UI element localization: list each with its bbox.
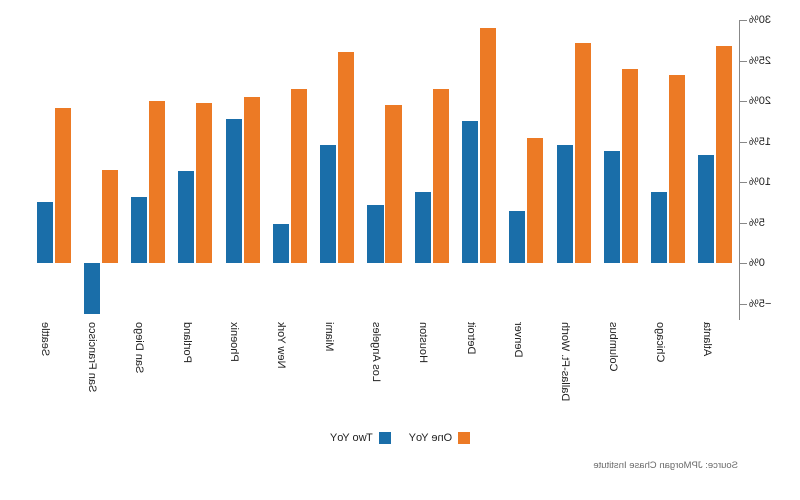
bar-two (698, 155, 714, 264)
legend-label-one: One YoY (409, 432, 452, 444)
bar-two (226, 119, 242, 263)
bar-one (622, 69, 638, 264)
x-label-text: San Diego (133, 322, 148, 373)
x-label-text: San Francisco (86, 322, 101, 392)
bar-group (361, 20, 408, 320)
bar-one (669, 75, 685, 263)
x-label-text: Columbus (607, 322, 622, 372)
bar-two (84, 263, 100, 313)
bar-two (37, 202, 53, 263)
bar-two (557, 145, 573, 263)
y-tick-label: 15% (739, 136, 771, 148)
bar-group (597, 20, 644, 320)
bar-one (480, 28, 496, 263)
y-tick-label: 0% (739, 257, 765, 269)
legend-item-two: Two YoY (330, 432, 391, 444)
bar-one (244, 97, 260, 263)
bar-one (338, 52, 354, 263)
bar-group (125, 20, 172, 320)
legend: One YoY Two YoY (0, 432, 800, 444)
x-label-text: Seattle (39, 322, 54, 356)
bar-one (575, 43, 591, 264)
bar-two (368, 205, 384, 263)
bar-one (196, 103, 212, 264)
x-label-text: Miami (323, 322, 338, 351)
bar-one (716, 46, 732, 263)
bar-one (291, 89, 307, 263)
bar-group (408, 20, 455, 320)
bar-two (462, 121, 478, 264)
bar-group (30, 20, 77, 320)
x-label-text: Los Angeles (370, 322, 385, 382)
bar-two (604, 151, 620, 263)
bar-two (509, 211, 525, 264)
x-label-text: Denver (512, 322, 527, 357)
bar-group (314, 20, 361, 320)
legend-item-one: One YoY (409, 432, 470, 444)
bar-two (651, 192, 667, 263)
chart-area: Growth Rate (percent) −5%0%5%10%15%20%25… (30, 20, 740, 320)
plot-area: −5%0%5%10%15%20%25%30% (30, 20, 740, 320)
bar-one (55, 108, 71, 264)
bar-group (455, 20, 502, 320)
y-tick-label: 25% (739, 55, 771, 67)
bar-group (266, 20, 313, 320)
x-label-text: Detroit (465, 322, 480, 354)
bar-two (131, 197, 147, 263)
bar-one (149, 101, 165, 263)
x-label-text: Houston (417, 322, 432, 363)
x-label-text: Portland (181, 322, 196, 363)
y-tick-label: 10% (739, 176, 771, 188)
x-label-text: Dallas-Ft. Worth (559, 322, 574, 401)
x-label-text: Chicago (654, 322, 669, 362)
y-tick-label: 5% (739, 217, 765, 229)
legend-swatch-one (458, 432, 470, 444)
mirrored-container: Growth Rate (percent) −5%0%5%10%15%20%25… (0, 0, 800, 500)
bar-one (433, 89, 449, 263)
bar-groups (30, 20, 739, 320)
bar-two (273, 224, 289, 263)
bar-two (178, 171, 194, 263)
bar-group (219, 20, 266, 320)
legend-swatch-two (379, 432, 391, 444)
y-tick-label: 30% (739, 14, 771, 26)
bar-one (385, 105, 401, 263)
legend-label-two: Two YoY (330, 432, 373, 444)
bar-group (172, 20, 219, 320)
x-label-text: Atlanta (701, 322, 716, 356)
source-text: Source: JPMorgan Chase Institute (593, 460, 738, 471)
bar-one (102, 170, 118, 263)
bar-group (503, 20, 550, 320)
y-tick-label: 20% (739, 95, 771, 107)
x-label-text: Phoenix (228, 322, 243, 362)
bar-group (77, 20, 124, 320)
x-label-text: New York (275, 322, 290, 368)
bar-two (415, 192, 431, 263)
bar-group (550, 20, 597, 320)
bar-two (320, 145, 336, 263)
bar-one (527, 138, 543, 264)
bar-group (692, 20, 739, 320)
y-tick-label: −5% (739, 298, 771, 310)
bar-group (644, 20, 691, 320)
